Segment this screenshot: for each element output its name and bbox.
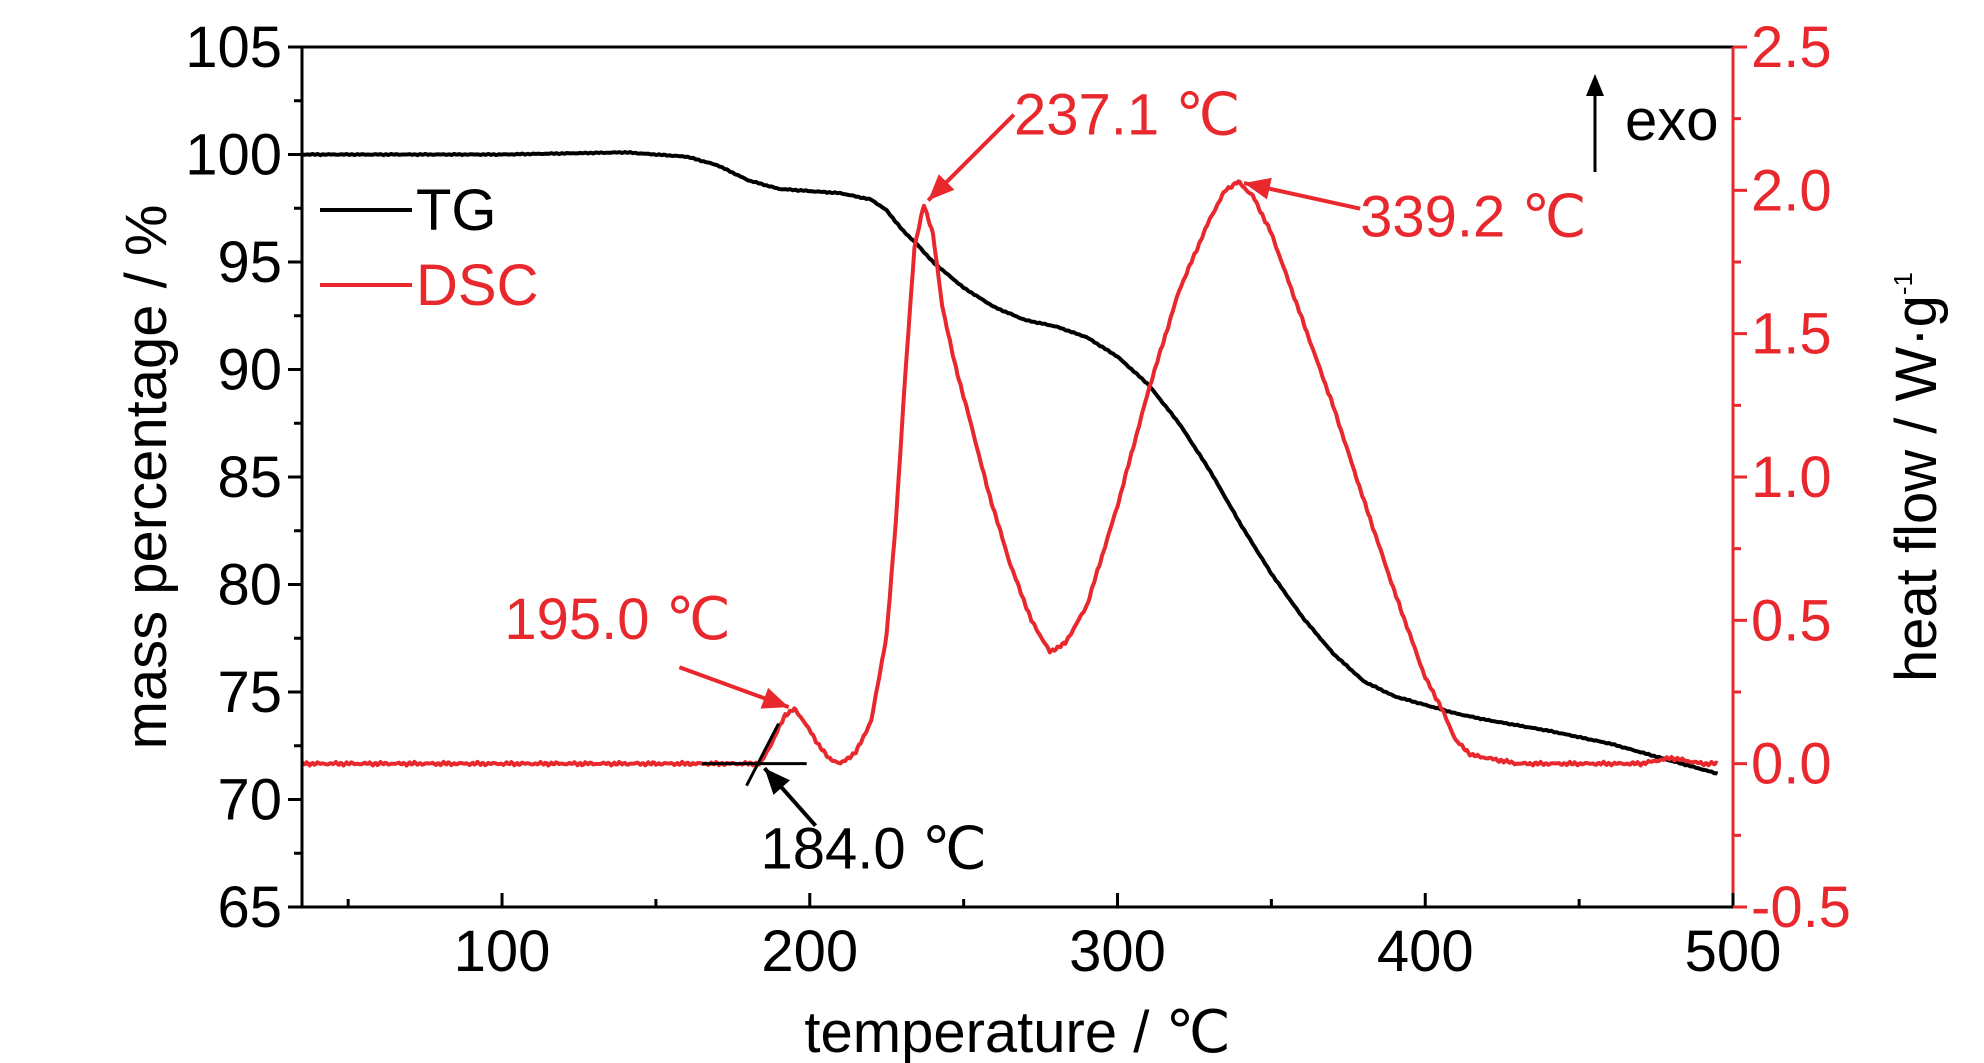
onset-slope-tangent [745,722,780,787]
y-left-tick-label: 70 [217,768,282,833]
dsc-series-line [300,179,1719,768]
annotation-arrow-head [764,768,790,795]
y-right-tick-label: 2.0 [1751,158,1832,223]
annotation-label: 237.1 ℃ [1014,83,1240,148]
dsc-layer [300,179,1719,768]
tg-layer [301,150,1719,776]
legend-label-dsc: DSC [416,253,538,318]
tg-series-line [301,150,1719,776]
annotation-layer: exo 195.0 ℃ 237.1 ℃ 339.2 ℃ 184.0 ℃ [504,74,1719,882]
y-right-tick-label: -0.5 [1751,875,1851,940]
y-right-tick-label: 1.5 [1751,302,1832,367]
annotation-label: 195.0 ℃ [504,587,730,652]
x-tick-label: 400 [1377,919,1474,984]
exo-label: exo [1625,88,1719,153]
y-left-tick-label: 85 [217,445,282,510]
annotation-label: 184.0 ℃ [761,817,987,882]
y-left-axis-title: mass percentage / % [114,205,179,750]
legend-layer: TG DSC [320,178,538,318]
y-right-tick-label: 1.0 [1751,445,1832,510]
legend-label-tg: TG [416,178,497,243]
x-tick-label: 300 [1069,919,1166,984]
y-right-axis-title-main: heat flow / W·g [1884,295,1949,682]
x-tick-label: 100 [454,919,551,984]
exo-arrow-head [1586,74,1604,96]
annotation-arrow-head [760,687,789,709]
y-right-tick-label: 2.5 [1751,15,1832,80]
annotation-label: 339.2 ℃ [1360,185,1586,250]
y-left-tick-label: 75 [217,660,282,725]
y-left-tick-label: 65 [217,875,282,940]
y-left-tick-label: 105 [185,15,282,80]
y-left-tick-label: 95 [217,230,282,295]
y-right-tick-label: 0.5 [1751,588,1832,653]
annotation-arrow-head [928,174,955,201]
y-right-axis-title-superscript: -1 [1888,272,1918,295]
y-left-tick-label: 80 [217,553,282,618]
y-left-tick-label: 90 [217,338,282,403]
x-axis-title: temperature / ℃ [804,1000,1230,1063]
y-right-tick-label: 0.0 [1751,732,1832,797]
y-left-tick-label: 100 [185,123,282,188]
x-tick-label: 500 [1685,919,1782,984]
axes-layer: 100 200 300 400 500 65 70 75 80 85 90 95 100 105 -0.5 0… [114,15,1949,1063]
y-right-axis-title: heat flow / W·g-1 [1884,272,1949,682]
x-tick-label: 200 [761,919,858,984]
annotation-arrow-head [1244,177,1272,200]
